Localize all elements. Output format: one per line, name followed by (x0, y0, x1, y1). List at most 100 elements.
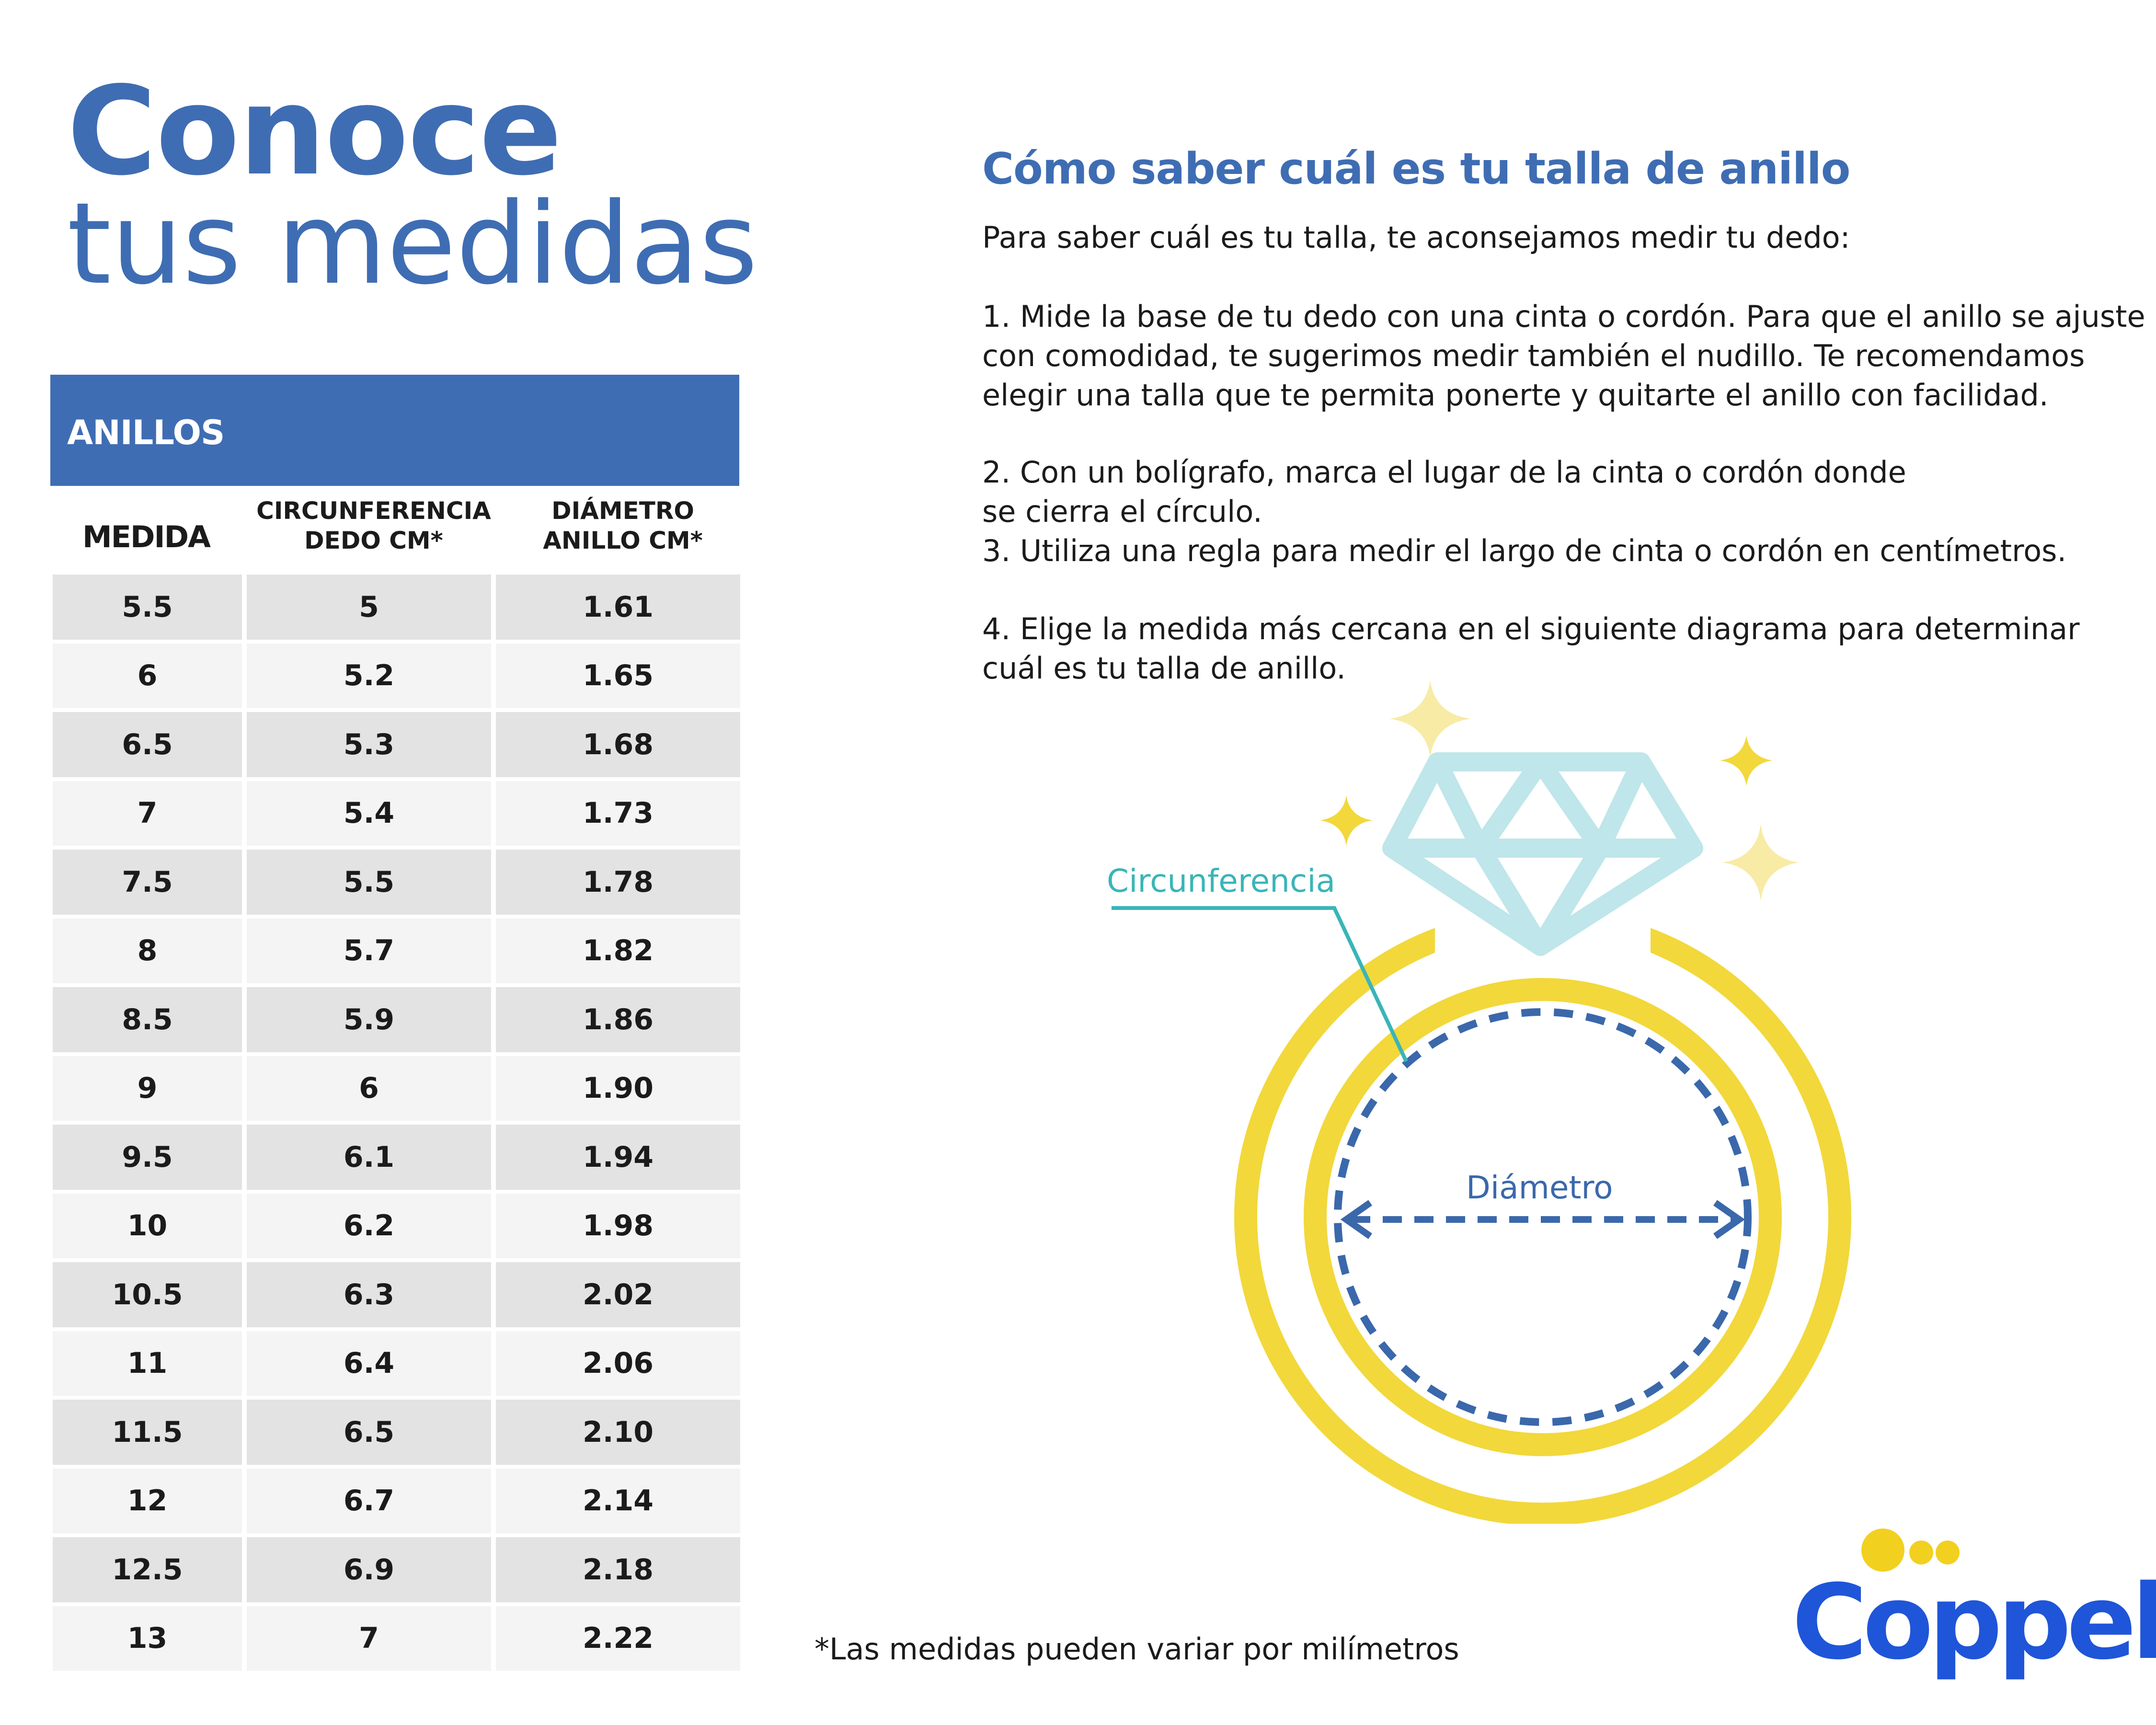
cell-medida: 7.5 (53, 850, 242, 915)
ring-diagram (1112, 680, 1851, 1524)
cell-medida: 7 (53, 781, 242, 846)
table-row: 9.5 6.1 1.94 (53, 1123, 740, 1192)
cell-medida: 10.5 (53, 1262, 242, 1327)
cell-circunferencia: 6.7 (247, 1468, 491, 1533)
column-header-circunferencia-line2: DEDO CM* (304, 527, 443, 554)
cell-medida: 12 (53, 1468, 242, 1533)
column-header-diametro-line2: ANILLO CM* (543, 527, 703, 554)
cell-diametro: 2.22 (496, 1606, 740, 1671)
cell-diametro: 1.73 (496, 781, 740, 846)
column-header-medida: MEDIDA (82, 519, 211, 554)
cell-circunferencia: 5.9 (247, 987, 491, 1052)
logo-wordmark: Coppel (1792, 1562, 2156, 1682)
cell-circunferencia: 5 (247, 575, 491, 640)
cell-circunferencia: 5.5 (247, 850, 491, 915)
cell-circunferencia: 6.4 (247, 1331, 491, 1396)
cell-circunferencia: 6.1 (247, 1125, 491, 1190)
column-header-circunferencia: CIRCUNFERENCIA DEDO CM* (249, 496, 498, 555)
cell-medida: 5.5 (53, 575, 242, 640)
instructions-intro: Para saber cuál es tu talla, te aconseja… (982, 218, 2132, 257)
circumference-label: Circunferencia (1107, 862, 1336, 899)
cell-circunferencia: 6.5 (247, 1400, 491, 1465)
instructions-step2-3: 2. Con un bolígrafo, marca el lugar de l… (982, 453, 2132, 571)
step1-line: 1. Mide la base de tu dedo con una cinta… (982, 299, 2145, 334)
size-table: 5.5 5 1.61 6 5.2 1.65 6.5 5.3 1.68 7 5.4… (53, 573, 740, 1673)
cell-circunferencia: 5.7 (247, 918, 491, 983)
cell-medida: 9.5 (53, 1125, 242, 1190)
page-title-line2: tus medidas (67, 179, 758, 310)
table-row: 9 6 1.90 (53, 1054, 740, 1123)
cell-diametro: 2.06 (496, 1331, 740, 1396)
table-row: 8.5 5.9 1.86 (53, 985, 740, 1054)
diameter-arrow (1340, 1200, 1745, 1239)
intro-line: Para saber cuál es tu talla, te aconseja… (982, 220, 1850, 255)
table-row: 10.5 6.3 2.02 (53, 1260, 740, 1329)
instructions-step1: 1. Mide la base de tu dedo con una cinta… (982, 297, 2145, 415)
footnote: *Las medidas pueden variar por milímetro… (814, 1632, 1459, 1667)
cell-medida: 9 (53, 1056, 242, 1121)
cell-diametro: 1.78 (496, 850, 740, 915)
cell-diametro: 2.14 (496, 1468, 740, 1533)
table-header-bar: ANILLOS (50, 375, 739, 486)
cell-circunferencia: 5.3 (247, 712, 491, 777)
step4-line: 4. Elige la medida más cercana en el sig… (982, 611, 2080, 646)
cell-diametro: 1.68 (496, 712, 740, 777)
page-title-line1: Conoce (67, 60, 562, 203)
circumference-pointer (1112, 906, 1408, 1062)
cell-circunferencia: 6.2 (247, 1193, 491, 1258)
cell-medida: 12.5 (53, 1537, 242, 1602)
cell-circunferencia: 6.9 (247, 1537, 491, 1602)
table-row: 13 7 2.22 (53, 1604, 740, 1673)
table-row: 7 5.4 1.73 (53, 779, 740, 848)
cell-diametro: 1.61 (496, 575, 740, 640)
cell-diametro: 1.98 (496, 1193, 740, 1258)
table-row: 12.5 6.9 2.18 (53, 1535, 740, 1604)
table-row: 12 6.7 2.14 (53, 1467, 740, 1536)
cell-diametro: 2.18 (496, 1537, 740, 1602)
step2-line: 2. Con un bolígrafo, marca el lugar de l… (982, 455, 1906, 490)
cell-medida: 6.5 (53, 712, 242, 777)
cell-circunferencia: 5.4 (247, 781, 491, 846)
cell-diametro: 2.02 (496, 1262, 740, 1327)
cell-diametro: 1.94 (496, 1125, 740, 1190)
table-row: 6 5.2 1.65 (53, 642, 740, 711)
instructions-title: Cómo saber cuál es tu talla de anillo (982, 144, 1851, 194)
sparkle-icon (1320, 795, 1373, 846)
cell-medida: 8 (53, 918, 242, 983)
step2-line: se cierra el círculo. (982, 494, 1262, 529)
step1-line: elegir una talla que te permita ponerte … (982, 378, 2049, 413)
instructions-step4: 4. Elige la medida más cercana en el sig… (982, 610, 2132, 688)
step1-line: con comodidad, te sugerimos medir tambié… (982, 338, 2085, 373)
circumference-circle (1334, 1008, 1752, 1426)
table-row: 5.5 5 1.61 (53, 573, 740, 642)
diamond-icon (1382, 752, 1703, 956)
table-row: 11 6.4 2.06 (53, 1329, 740, 1398)
cell-diametro: 1.65 (496, 643, 740, 708)
sparkle-icon (1720, 736, 1773, 786)
diameter-label: Diámetro (1466, 1169, 1613, 1206)
cell-diametro: 1.90 (496, 1056, 740, 1121)
logo-dots-icon (1861, 1529, 1960, 1572)
cell-circunferencia: 6 (247, 1056, 491, 1121)
cell-circunferencia: 5.2 (247, 643, 491, 708)
cell-circunferencia: 7 (247, 1606, 491, 1671)
cell-diametro: 1.86 (496, 987, 740, 1052)
table-header-label: ANILLOS (67, 413, 225, 452)
cell-diametro: 2.10 (496, 1400, 740, 1465)
cell-circunferencia: 6.3 (247, 1262, 491, 1327)
table-row: 10 6.2 1.98 (53, 1192, 740, 1261)
cell-medida: 8.5 (53, 987, 242, 1052)
column-header-diametro: DIÁMETRO ANILLO CM* (498, 496, 747, 555)
coppel-logo: Coppel (1792, 1524, 2156, 1682)
cell-medida: 11.5 (53, 1400, 242, 1465)
sparkle-icon (1722, 824, 1799, 901)
step4-line: cuál es tu talla de anillo. (982, 651, 1346, 686)
table-row: 8 5.7 1.82 (53, 917, 740, 986)
cell-medida: 11 (53, 1331, 242, 1396)
cell-medida: 6 (53, 643, 242, 708)
cell-medida: 13 (53, 1606, 242, 1671)
table-row: 6.5 5.3 1.68 (53, 710, 740, 779)
cell-diametro: 1.82 (496, 918, 740, 983)
table-row: 7.5 5.5 1.78 (53, 848, 740, 917)
table-row: 11.5 6.5 2.10 (53, 1398, 740, 1467)
